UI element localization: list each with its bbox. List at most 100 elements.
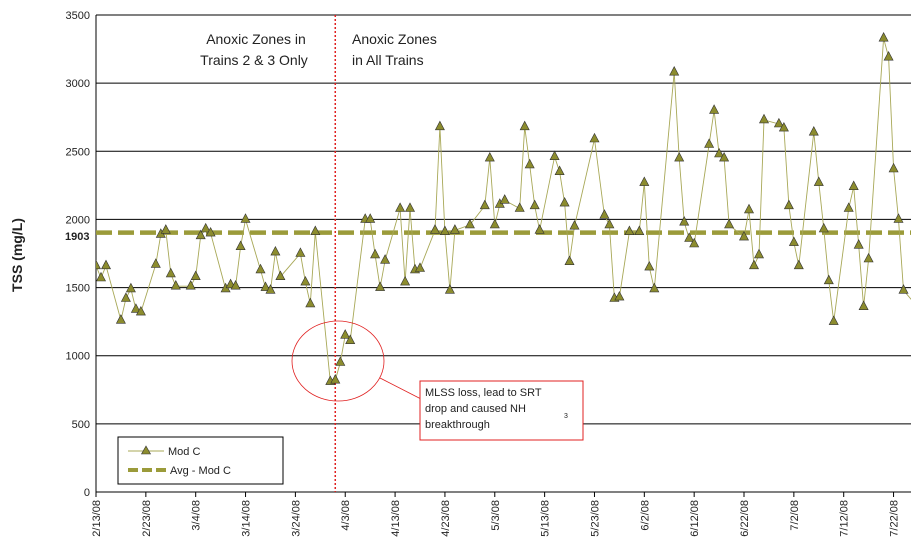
mod-c-point bbox=[240, 213, 251, 223]
mod-c-point bbox=[549, 150, 560, 160]
mod-c-point bbox=[205, 226, 216, 237]
mod-c-point bbox=[449, 224, 460, 234]
mod-c-point bbox=[96, 271, 106, 282]
mod-c-point bbox=[744, 203, 754, 214]
gridlines bbox=[96, 14, 911, 425]
mod-c-point bbox=[893, 213, 904, 223]
mod-c-point bbox=[170, 280, 181, 290]
mod-c-point bbox=[724, 218, 735, 229]
mod-c-point bbox=[370, 248, 381, 259]
zone-left-line-1: Anoxic Zones in bbox=[206, 31, 306, 47]
mod-c-point bbox=[888, 162, 899, 173]
mod-c-point bbox=[434, 120, 445, 131]
mod-c-point bbox=[430, 224, 440, 234]
mod-c-point bbox=[101, 259, 111, 270]
mod-c-point bbox=[679, 216, 690, 226]
mod-c-point bbox=[529, 199, 540, 210]
x-tick-label: 6/22/08 bbox=[739, 500, 751, 537]
mod-c-point bbox=[130, 303, 141, 313]
mod-c-point bbox=[704, 138, 715, 148]
x-tick-label: 6/2/08 bbox=[639, 500, 651, 531]
mod-c-point bbox=[719, 151, 730, 162]
mod-c-point bbox=[749, 259, 759, 270]
mod-c-point bbox=[823, 274, 834, 285]
zone-right-line-1: Anoxic Zones bbox=[352, 31, 437, 47]
mod-c-point bbox=[405, 202, 415, 212]
mod-c-point bbox=[514, 202, 525, 212]
mod-c-point bbox=[305, 297, 316, 308]
mod-c-point bbox=[863, 252, 874, 263]
x-tick-label: 5/3/08 bbox=[490, 500, 502, 531]
mod-c-point bbox=[260, 281, 271, 291]
mod-c-point bbox=[395, 202, 406, 212]
mod-c-point bbox=[335, 356, 346, 366]
zone-right-line-2: in All Trains bbox=[352, 52, 424, 68]
y-tick-label: 1500 bbox=[66, 283, 90, 295]
mod-c-point bbox=[230, 280, 241, 290]
mod-c-point bbox=[669, 66, 680, 76]
callout-line-1: MLSS loss, lead to SRT bbox=[425, 387, 542, 399]
x-tick-label: 5/23/08 bbox=[589, 500, 601, 537]
mod-c-point bbox=[793, 259, 804, 270]
x-tick-label: 3/14/08 bbox=[241, 500, 253, 537]
y-tick-label: 2000 bbox=[66, 214, 90, 226]
y-tick-label: 2500 bbox=[66, 146, 90, 158]
mod-c-point bbox=[878, 32, 889, 42]
highlight-circle bbox=[291, 320, 385, 402]
y-tick-label: 0 bbox=[84, 487, 90, 499]
legend: Mod C Avg - Mod C bbox=[117, 436, 284, 485]
callout-leader bbox=[379, 377, 424, 401]
callout-line-2: drop and caused NH bbox=[425, 403, 526, 415]
mod-c-point bbox=[634, 225, 645, 235]
mod-c-point bbox=[714, 147, 725, 158]
mod-c-point bbox=[639, 176, 650, 186]
mod-c-point bbox=[624, 225, 635, 235]
mod-c-point bbox=[444, 284, 455, 294]
mod-c-point bbox=[235, 240, 246, 250]
mod-c-point bbox=[310, 225, 321, 235]
mod-c-point bbox=[415, 262, 425, 272]
mod-c-point bbox=[489, 218, 500, 229]
mod-c-point bbox=[818, 222, 829, 233]
callout-line-3: breakthrough bbox=[425, 419, 490, 431]
mod-c-point bbox=[255, 263, 266, 274]
mod-c-point bbox=[464, 218, 475, 229]
legend-marker-mod-c bbox=[140, 445, 152, 455]
callout-subscript: 3 bbox=[564, 413, 568, 420]
mod-c-point bbox=[759, 113, 769, 124]
y-tick-label: 1000 bbox=[66, 351, 90, 363]
mod-c-point bbox=[160, 224, 171, 234]
mod-c-point bbox=[843, 202, 854, 212]
mod-c-point bbox=[644, 260, 655, 271]
mod-c-point bbox=[604, 218, 615, 229]
mod-c-point bbox=[484, 151, 495, 162]
mod-c-point bbox=[270, 245, 281, 256]
legend-box bbox=[117, 436, 284, 485]
x-tick-label: 7/22/08 bbox=[889, 500, 901, 537]
mod-c-point bbox=[788, 236, 799, 246]
mod-c-point bbox=[375, 281, 386, 291]
mod-c-point bbox=[125, 282, 136, 293]
x-tick-label: 4/3/08 bbox=[340, 500, 352, 531]
average-value-label: 1903 bbox=[65, 231, 89, 243]
mod-c-point bbox=[275, 270, 286, 281]
mod-c-point bbox=[554, 165, 565, 175]
mod-c-point bbox=[265, 284, 276, 294]
x-tick-label: 3/24/08 bbox=[290, 500, 302, 537]
mod-c-point bbox=[564, 255, 575, 266]
mod-c-point bbox=[684, 232, 695, 242]
x-tick-label: 2/13/08 bbox=[91, 500, 103, 537]
mod-c-point bbox=[345, 334, 356, 345]
mod-c-point bbox=[614, 290, 625, 301]
mod-c-point bbox=[380, 254, 391, 264]
mod-c-point bbox=[200, 222, 211, 233]
mod-c-line bbox=[96, 38, 911, 383]
mod-c-point bbox=[300, 275, 311, 286]
zone-left-line-2: Trains 2 & 3 Only bbox=[200, 52, 308, 68]
y-tick-label: 3500 bbox=[66, 10, 90, 22]
mod-c-series bbox=[96, 32, 911, 385]
mod-c-point bbox=[559, 196, 570, 207]
mod-c-point bbox=[898, 284, 909, 294]
mod-c-point bbox=[96, 259, 101, 270]
